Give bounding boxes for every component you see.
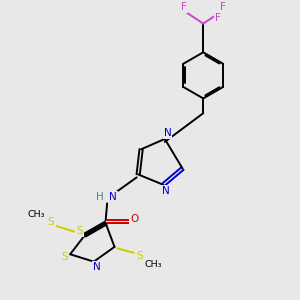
Text: F: F — [220, 2, 225, 12]
Text: F: F — [181, 2, 187, 12]
Text: CH₃: CH₃ — [27, 210, 45, 219]
Text: S: S — [61, 252, 68, 262]
Text: F: F — [215, 13, 221, 23]
Text: N: N — [164, 128, 172, 138]
Text: H: H — [95, 192, 103, 202]
Text: O: O — [130, 214, 139, 224]
Text: S: S — [76, 226, 83, 236]
Text: S: S — [48, 217, 54, 227]
Text: N: N — [109, 192, 117, 202]
Text: N: N — [162, 186, 170, 196]
Text: N: N — [93, 262, 101, 272]
Text: CH₃: CH₃ — [144, 260, 162, 269]
Text: S: S — [136, 251, 143, 261]
